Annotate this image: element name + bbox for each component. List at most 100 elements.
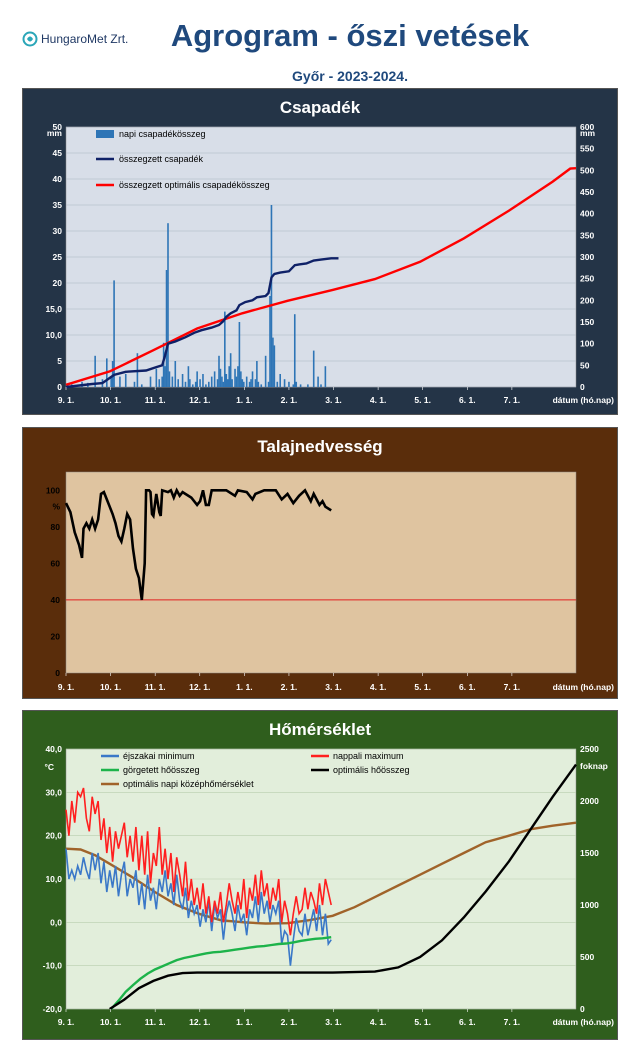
precip-bar: [279, 374, 281, 387]
chart-title: Hőmérséklet: [269, 720, 371, 739]
y-left-tick-label: 5: [57, 356, 62, 366]
precip-bar: [205, 384, 207, 387]
precip-bar: [218, 355, 220, 387]
x-tick-label: 4. 1.: [370, 395, 387, 405]
precip-bar: [196, 371, 198, 387]
precip-bar: [184, 381, 187, 387]
legend-label: optimális hőösszeg: [333, 765, 410, 775]
y-right-tick-label: 550: [580, 144, 594, 154]
precip-bar: [257, 381, 260, 387]
precip-bar: [167, 223, 169, 387]
precip-bar: [194, 381, 197, 387]
y-tick-label: 60: [51, 558, 61, 568]
precip-bar: [168, 371, 171, 387]
y-right-tick-label: 0: [580, 1004, 585, 1014]
y-right-tick-label: 350: [580, 230, 594, 240]
rolling-heat-line: [110, 936, 332, 1010]
precip-bar: [237, 366, 239, 387]
precip-bar: [219, 368, 222, 387]
y-left-tick-label: 0,0: [50, 917, 62, 927]
x-tick-label: 2. 1.: [281, 682, 298, 692]
precip-bar: [264, 355, 267, 387]
y-left-tick-label: 20,0: [45, 831, 62, 841]
x-tick-label: 3. 1.: [325, 1017, 342, 1027]
precip-bar: [174, 361, 177, 387]
precip-bar: [221, 376, 223, 387]
y-left-unit: °C: [44, 762, 54, 772]
temperature-panel: Hőmérséklet 40,0 30,0 20,0 10,0 0,0 -10,0 -20,0…: [22, 710, 618, 1040]
logo: HungaroMet Zrt.: [22, 31, 128, 47]
soil-moisture-chart: Talajnedvesség 100 80 60 40 20 0% 9. 1. 10. 1. 11…: [31, 434, 614, 692]
y-tick-label: 80: [51, 522, 61, 532]
y-left-unit: mm: [47, 128, 63, 138]
legend-label: nappali maximum: [333, 751, 404, 761]
soil-moisture-line: [64, 487, 332, 601]
y-left-tick-label: 50: [53, 122, 63, 132]
precip-bar: [317, 376, 319, 387]
legend-label-cumulative: összegzett csapadék: [119, 154, 204, 164]
logo-icon: [22, 31, 38, 47]
y-left-tick-label: 40: [53, 174, 63, 184]
y-left-tick-label: 30: [53, 226, 63, 236]
precip-bar: [283, 379, 286, 387]
legend-swatch-daily: [96, 130, 114, 138]
optimal-heat-line: [109, 763, 577, 1011]
x-axis-label: dátum (hó.nap): [553, 1017, 615, 1027]
x-tick-label: 5. 1.: [414, 682, 431, 692]
y-right-tick-label: 50: [580, 360, 590, 370]
chart-title-box: [31, 434, 609, 458]
precip-bar: [238, 322, 241, 387]
y-tick-label: 100: [46, 485, 60, 495]
precip-bar: [199, 379, 201, 387]
precip-bar: [113, 280, 115, 387]
cumulative-precip-line: [65, 257, 339, 389]
precip-bar: [181, 374, 184, 387]
x-tick-label: 10. 1.: [100, 1017, 121, 1027]
y-left-tick-label: 35: [53, 200, 63, 210]
precip-bar: [228, 366, 230, 387]
y-right-tick-label: 400: [580, 209, 594, 219]
y-right-tick-label: 600: [580, 122, 594, 132]
x-tick-label: 11. 1.: [145, 682, 166, 692]
x-tick-label: 3. 1.: [325, 395, 342, 405]
legend-label: éjszakai minimum: [123, 751, 195, 761]
optimal-mean-line: [65, 821, 577, 925]
precip-bar: [269, 296, 271, 387]
precip-bar: [177, 379, 179, 387]
precip-bar: [307, 384, 309, 387]
x-tick-label: 4. 1.: [370, 1017, 387, 1027]
y-left-tick-label: 40,0: [45, 744, 62, 754]
x-tick-label: 11. 1.: [145, 1017, 166, 1027]
y-right-tick-label: 450: [580, 187, 594, 197]
x-tick-label: 12. 1.: [189, 682, 210, 692]
precip-bar: [231, 379, 233, 387]
y-right-tick-label: 250: [580, 274, 594, 284]
precip-bar: [216, 379, 219, 387]
page-subtitle: Győr - 2023-2024.: [292, 68, 408, 84]
x-tick-label: 11. 1.: [145, 395, 166, 405]
chart-title: Csapadék: [280, 98, 361, 117]
y-left-tick-label: 15,0: [45, 304, 62, 314]
y-right-tick-label: 2000: [580, 796, 599, 806]
precip-bar: [140, 384, 143, 387]
night-min-line: [65, 848, 332, 966]
x-tick-label: 1. 1.: [236, 682, 253, 692]
y-right-tick-label: 1500: [580, 848, 599, 858]
precip-bar: [226, 379, 229, 387]
y-right-tick-label: 150: [580, 317, 594, 327]
x-tick-label: 1. 1.: [236, 1017, 253, 1027]
precip-bar: [208, 381, 210, 387]
y-left-tick-label: 0: [57, 382, 62, 392]
precip-bar: [213, 371, 216, 387]
y-right-unit: mm: [580, 128, 596, 138]
x-tick-label: 4. 1.: [370, 682, 387, 692]
precip-bar: [158, 379, 161, 387]
precip-bar: [312, 350, 315, 387]
precip-bar: [119, 376, 121, 387]
precip-bar: [149, 376, 152, 387]
legend-label: görgetett hőösszeg: [123, 765, 200, 775]
precip-bar: [245, 376, 248, 387]
precip-bar: [288, 381, 290, 387]
precip-bar: [242, 381, 245, 387]
x-tick-label: 6. 1.: [459, 395, 476, 405]
